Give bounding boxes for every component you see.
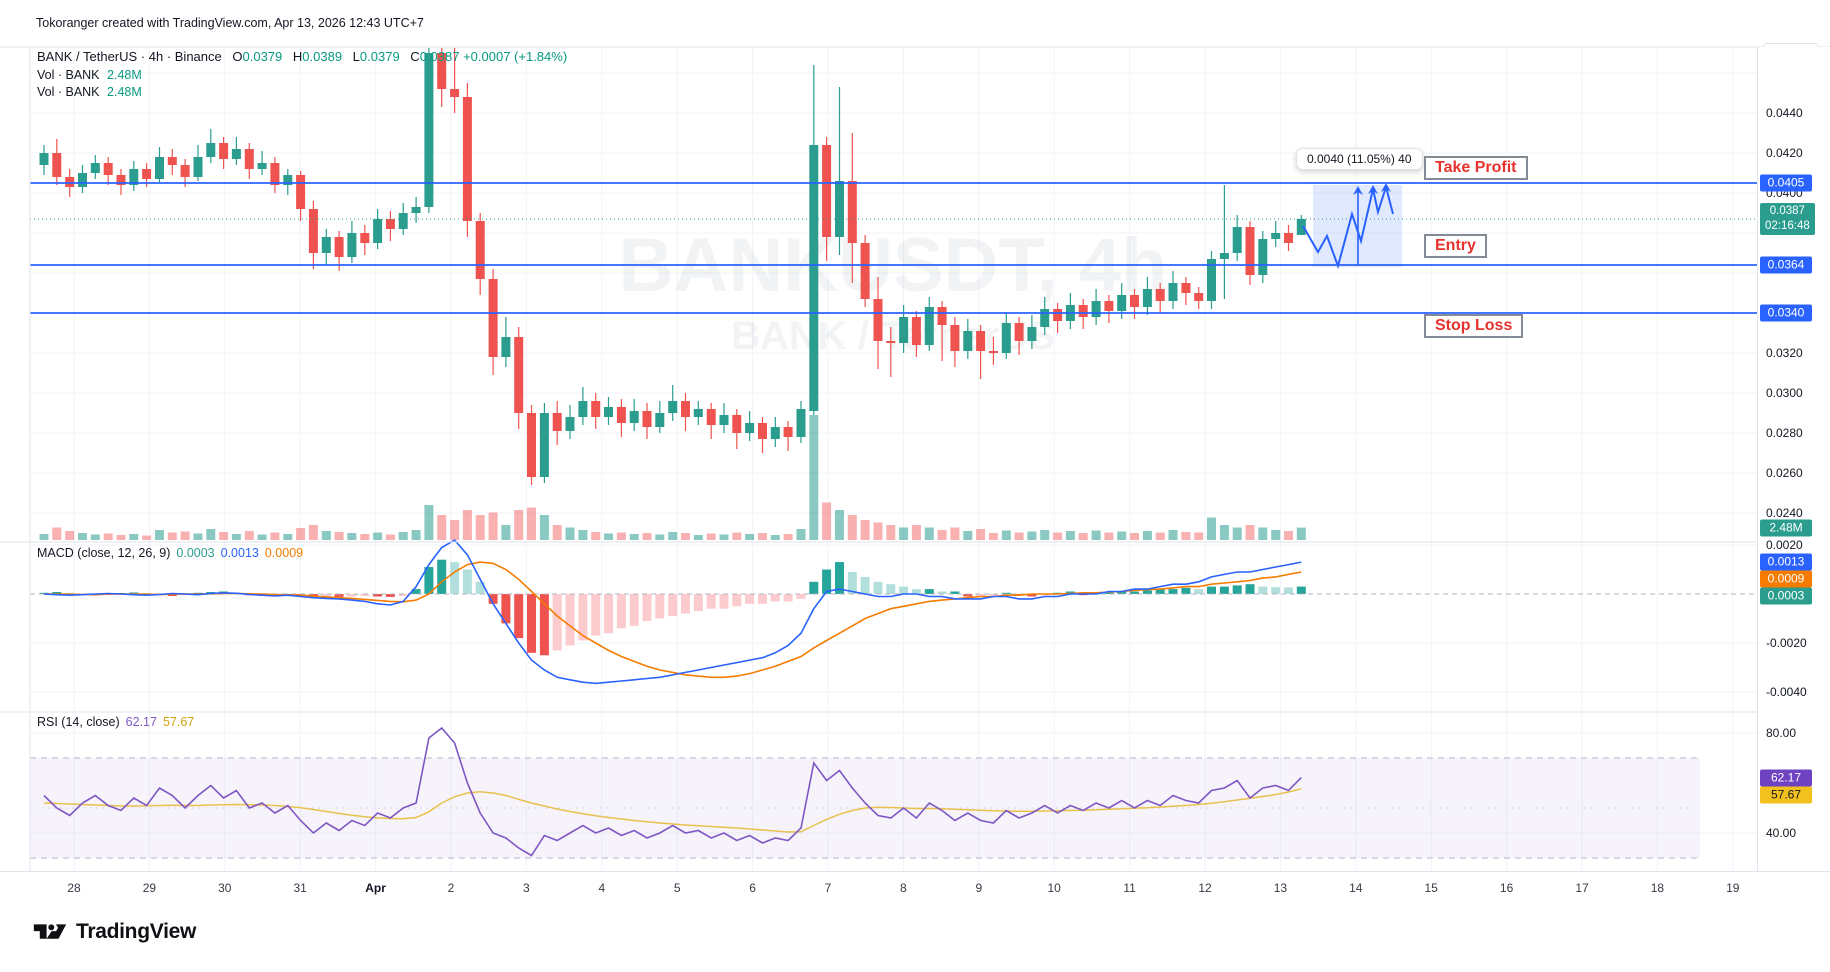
close-value: 0.0387 [419, 49, 460, 64]
time-axis-label: 29 [142, 881, 157, 895]
macd-axis-tick: -0.0040 [1766, 685, 1807, 699]
rsi-value-chip: 62.17 [1760, 769, 1812, 787]
time-axis-label: 4 [598, 881, 606, 895]
rsi-line [43, 726, 1302, 857]
indicator-value: 0.0003 [176, 546, 215, 560]
close-key: C [410, 49, 420, 64]
open-key: O [232, 49, 243, 64]
change-value: +0.0007 (+1.84%) [463, 49, 568, 64]
price-axis-tick: 0.0440 [1766, 106, 1803, 120]
price-axis-tick: 0.0260 [1766, 466, 1803, 480]
low-key: L [352, 49, 360, 64]
macd-label: MACD (close, 12, 26, 9) [37, 546, 171, 560]
price-axis-tick: 0.0320 [1766, 346, 1803, 360]
rsi-legend: RSI (14, close) 62.17 57.67 [37, 715, 194, 729]
time-axis-label: Apr [365, 881, 386, 895]
stop-loss-label[interactable]: Stop Loss [1424, 314, 1524, 338]
tradingview-logo-icon [33, 924, 67, 939]
macd-histogram [39, 559, 1306, 656]
time-axis-label: 8 [900, 881, 907, 895]
price-axis-tick: 0.0240 [1766, 506, 1803, 520]
time-axis-label: 9 [975, 881, 983, 895]
last-price-chip: 0.0387 02:16:48 [1760, 203, 1815, 235]
time-axis-label: 3 [523, 881, 530, 895]
rsi-ma-chip: 57.67 [1760, 786, 1812, 804]
volume-label: Vol · BANK [37, 85, 100, 99]
price-axis-tick: 0.0280 [1766, 426, 1803, 440]
trade-level-lines[interactable] [30, 182, 1757, 314]
time-axis-label: 7 [824, 881, 832, 895]
volume-label: Vol · BANK [37, 68, 100, 82]
measure-tooltip: 0.0040 (11.05%) 40 [1296, 148, 1423, 170]
tradingview-logo-text: TradingView [76, 920, 197, 943]
symbol-legend: BANK / TetherUS · 4h · Binance O0.0379 H… [37, 49, 567, 64]
take-profit-label[interactable]: Take Profit [1424, 156, 1528, 180]
time-axis-label: 31 [293, 881, 307, 895]
rsi-axis-tick: 40.00 [1766, 826, 1797, 840]
macd-value-chip: 0.0013 [1760, 553, 1812, 571]
indicator-value: 62.17 [125, 715, 157, 729]
time-axis-label: 17 [1575, 881, 1589, 895]
indicator-value: 0.0013 [220, 546, 259, 560]
time-axis-label: 10 [1047, 881, 1061, 895]
symbol-title: BANK / TetherUS · 4h · Binance [37, 49, 222, 64]
time-axis-label: 5 [673, 881, 681, 895]
stop-loss-price-chip: 0.0340 [1760, 304, 1812, 322]
projection-drawing[interactable] [1302, 183, 1402, 270]
macd-axis-tick: -0.0020 [1766, 636, 1807, 650]
volume-value: 2.48M [107, 68, 142, 82]
price-scale[interactable]: 0.0440 0.0420 0.0400 0.0320 0.0300 0.0280 0.02… [1757, 47, 1830, 908]
time-axis[interactable]: 28 29 30 31 Apr 2 3 4 5 6 7 8 9 10 11 12 13 14 15 16 17 18 19 [0, 871, 1830, 908]
time-axis-label: 18 [1650, 881, 1665, 895]
macd-signal-line [44, 561, 1302, 679]
time-axis-label: 19 [1726, 881, 1740, 895]
time-axis-label: 13 [1273, 881, 1288, 895]
indicator-value: 57.67 [162, 715, 195, 729]
candles [39, 48, 1306, 485]
high-key: H [292, 49, 303, 64]
entry-label[interactable]: Entry [1424, 234, 1487, 258]
time-axis-label: 11 [1123, 881, 1136, 895]
macd-axis-tick: 0.0020 [1766, 538, 1803, 552]
time-axis-label: 16 [1499, 881, 1514, 895]
volume-chip: 2.48M [1760, 519, 1812, 537]
watermark: BANKUSDT, 4h BANK / TetherUS [619, 223, 1168, 358]
volume-value: 2.48M [107, 85, 142, 99]
volume-legend-2: Vol · BANK 2.48M [37, 85, 142, 99]
indicator-value: 0.0009 [264, 546, 304, 560]
high-value: 0.0389 [302, 49, 343, 64]
attribution-text: Tokoranger created with TradingView.com,… [36, 16, 424, 30]
time-axis-label: 6 [749, 881, 756, 895]
low-value: 0.0379 [359, 49, 400, 64]
rsi-label: RSI (14, close) [37, 715, 120, 729]
take-profit-price-chip: 0.0405 [1760, 174, 1812, 192]
price-axis-tick: 0.0420 [1766, 146, 1803, 160]
macd-signal-chip: 0.0009 [1760, 570, 1812, 588]
macd-legend: MACD (close, 12, 26, 9) 0.0003 0.0013 0.000… [37, 546, 303, 560]
pane-dividers [0, 46, 1830, 871]
price-axis-tick: 0.0300 [1766, 386, 1803, 400]
rsi-axis-tick: 80.00 [1766, 726, 1797, 740]
time-axis-label: 15 [1424, 881, 1438, 895]
volume-bars [39, 415, 1306, 540]
chart-canvas[interactable]: BANKUSDT, 4h BANK / TetherUS [0, 0, 1830, 908]
time-axis-label: 14 [1349, 881, 1363, 895]
open-value: 0.0379 [242, 49, 283, 64]
volume-legend-1: Vol · BANK 2.48M [37, 68, 142, 82]
macd-hist-chip: 0.0003 [1760, 587, 1812, 605]
rsi-ma-line [43, 788, 1302, 833]
tradingview-logo[interactable]: TradingView [33, 920, 196, 944]
time-axis-label: 28 [67, 881, 81, 895]
time-axis-label: 12 [1198, 881, 1212, 895]
entry-price-chip: 0.0364 [1760, 256, 1812, 274]
svg-text:BANK / TetherUS: BANK / TetherUS [731, 314, 1055, 358]
macd-line [43, 539, 1302, 685]
time-axis-label: 2 [447, 881, 455, 895]
time-axis-label: 30 [218, 881, 232, 895]
